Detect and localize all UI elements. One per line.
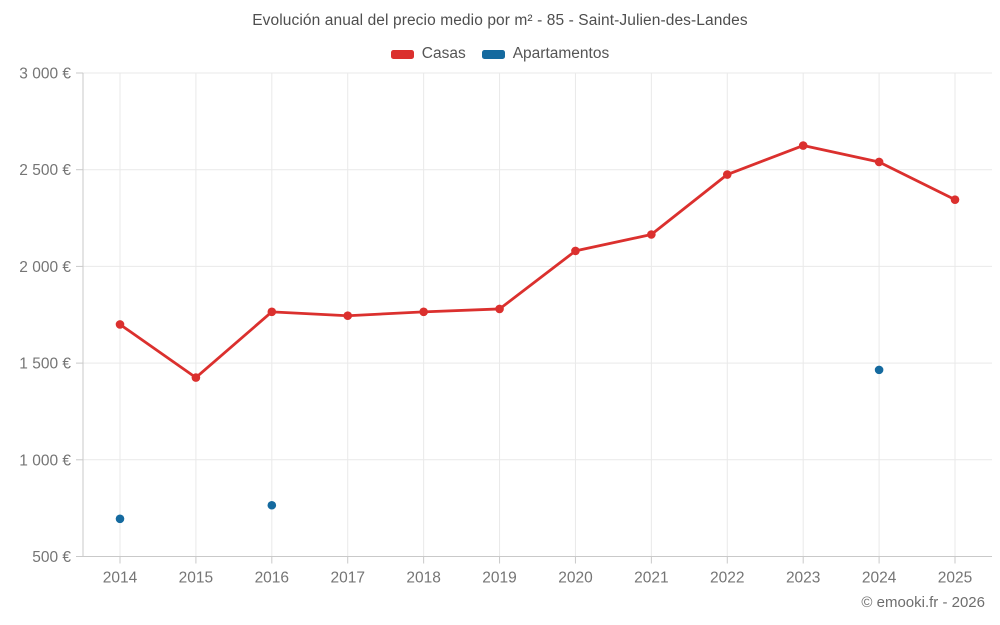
x-tick-label: 2022 [710, 570, 744, 587]
data-point-casas-2014[interactable] [115, 320, 125, 329]
data-point-casas-2022[interactable] [722, 170, 732, 179]
legend-item-apartamentos[interactable]: Apartamentos [481, 45, 610, 63]
y-tick-label: 2 500 € [19, 162, 71, 179]
data-point-casas-2024[interactable] [874, 157, 884, 167]
x-tick-label: 2018 [406, 570, 440, 587]
data-point-casas-2025[interactable] [950, 195, 960, 204]
y-tick-label: 2 000 € [19, 259, 71, 276]
copyright-footer: © emooki.fr - 2026 [861, 594, 985, 611]
legend-label-apartamentos: Apartamentos [512, 45, 610, 62]
x-tick-label: 2014 [103, 570, 138, 587]
data-point-casas-2023[interactable] [798, 141, 808, 150]
data-point-apartamentos-2016[interactable] [267, 500, 277, 510]
data-point-casas-2019[interactable] [495, 304, 504, 314]
apartamentos-color-swatch-icon [481, 49, 505, 59]
x-tick-label: 2025 [938, 570, 972, 587]
y-tick-label: 1 500 € [19, 356, 71, 373]
x-tick-label: 2016 [255, 570, 289, 587]
x-tick-label: 2021 [634, 570, 668, 587]
x-tick-label: 2023 [786, 570, 820, 587]
data-point-apartamentos-2024[interactable] [874, 365, 884, 375]
casas-color-swatch-icon [390, 49, 414, 59]
data-point-casas-2015[interactable] [191, 373, 201, 382]
data-point-casas-2021[interactable] [647, 230, 656, 239]
data-point-casas-2020[interactable] [571, 246, 580, 256]
y-tick-label: 1 000 € [19, 452, 71, 469]
legend-label-casas: Casas [421, 45, 466, 62]
legend-item-casas[interactable]: Casas [390, 45, 466, 63]
x-tick-label: 2019 [482, 570, 516, 587]
data-point-casas-2016[interactable] [267, 307, 277, 317]
data-point-casas-2018[interactable] [419, 307, 428, 317]
y-tick-label: 500 € [32, 549, 71, 566]
data-point-apartamentos-2014[interactable] [115, 514, 125, 524]
x-tick-label: 2015 [179, 570, 213, 587]
chart-title: Evolución anual del precio medio por m² … [252, 12, 748, 29]
data-point-casas-2017[interactable] [343, 311, 353, 321]
x-tick-label: 2017 [330, 570, 364, 587]
casas-line [118, 144, 957, 380]
x-tick-label: 2024 [862, 570, 897, 587]
x-tick-label: 2020 [558, 570, 593, 587]
y-tick-label: 3 000 € [19, 66, 71, 83]
chart-legend: Casas Apartamentos [0, 45, 1000, 63]
